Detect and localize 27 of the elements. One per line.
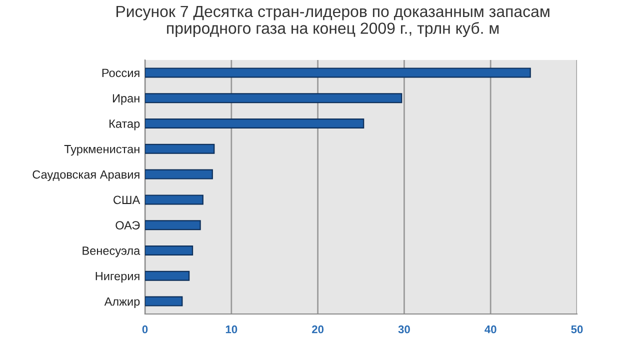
- bar: [145, 246, 194, 256]
- y-tick-label: Иран: [112, 94, 140, 105]
- x-tick-label: 40: [484, 325, 496, 334]
- x-tick-label: 50: [571, 325, 583, 334]
- bar: [145, 220, 201, 230]
- bar: [145, 169, 213, 180]
- x-tick-label: 20: [312, 325, 324, 334]
- y-tick-label: Катар: [110, 120, 140, 130]
- chart-title: Рисунок 7 Десятка стран-лидеров по доказанным запасам природного газа на конец 2009 г., трлн куб. м: [116, 6, 550, 38]
- y-tick-label: США: [114, 196, 140, 204]
- y-tick-label: Нигерия: [96, 272, 140, 283]
- bar: [145, 270, 190, 281]
- x-tick-label: 30: [398, 325, 410, 334]
- bar: [145, 296, 183, 306]
- bar: [145, 93, 402, 104]
- bar: [145, 118, 364, 128]
- bar: [145, 144, 215, 154]
- y-tick-label: Саудовская Аравия: [32, 170, 140, 182]
- y-tick-label: Алжир: [104, 297, 140, 308]
- y-tick-label: Россия: [102, 68, 140, 78]
- y-tick-label: Туркменистан: [64, 145, 140, 156]
- bar: [145, 194, 204, 205]
- x-tick-label: 10: [226, 325, 238, 334]
- y-tick-label: ОАЭ: [116, 221, 140, 230]
- x-tick-label: 0: [142, 325, 148, 334]
- y-tick-label: Венесуэла: [82, 246, 140, 258]
- bar: [145, 68, 531, 78]
